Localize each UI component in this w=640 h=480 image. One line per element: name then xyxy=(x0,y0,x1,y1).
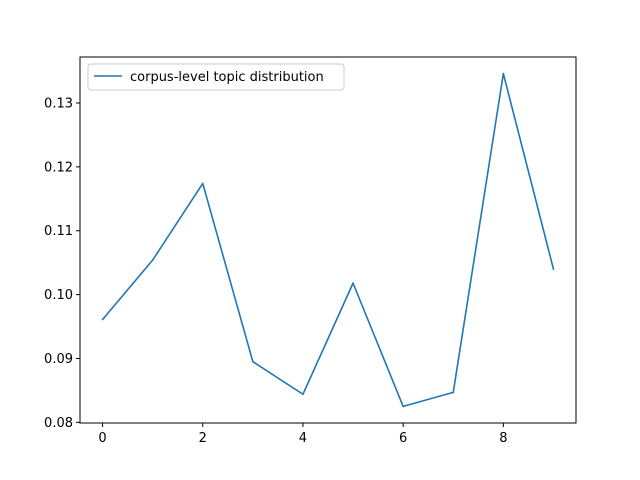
data-point xyxy=(252,360,254,363)
data-point xyxy=(101,318,104,321)
y-axis-ticks: 0.08 0.09 0.10 0.11 0.12 0.13 xyxy=(44,96,80,431)
legend-box xyxy=(87,63,345,91)
x-tick-label: 4 xyxy=(299,431,307,446)
plot-frame xyxy=(79,56,577,424)
data-point xyxy=(352,282,354,284)
y-tick-label: 0.11 xyxy=(44,224,73,239)
data-point xyxy=(201,182,204,185)
x-axis-ticks: 0 2 4 6 8 xyxy=(98,423,507,446)
x-tick-label: 6 xyxy=(399,431,407,446)
data-point xyxy=(552,268,555,270)
data-point xyxy=(302,393,304,396)
y-tick-label: 0.10 xyxy=(44,288,73,303)
data-point xyxy=(502,72,505,75)
x-tick-label: 2 xyxy=(199,431,207,446)
series-line xyxy=(101,72,555,408)
x-tick-label: 0 xyxy=(98,431,106,446)
legend: corpus-level topic distribution xyxy=(87,63,345,91)
data-point xyxy=(402,405,404,408)
legend-label: corpus-level topic distribution xyxy=(130,70,324,85)
y-tick-label: 0.09 xyxy=(44,352,73,367)
y-tick-label: 0.12 xyxy=(44,160,73,175)
y-tick-label: 0.13 xyxy=(44,96,73,111)
x-tick-label: 8 xyxy=(499,431,507,446)
data-point xyxy=(452,391,455,394)
y-tick-label: 0.08 xyxy=(44,416,73,431)
data-point xyxy=(151,259,154,261)
series-layer xyxy=(101,72,555,408)
